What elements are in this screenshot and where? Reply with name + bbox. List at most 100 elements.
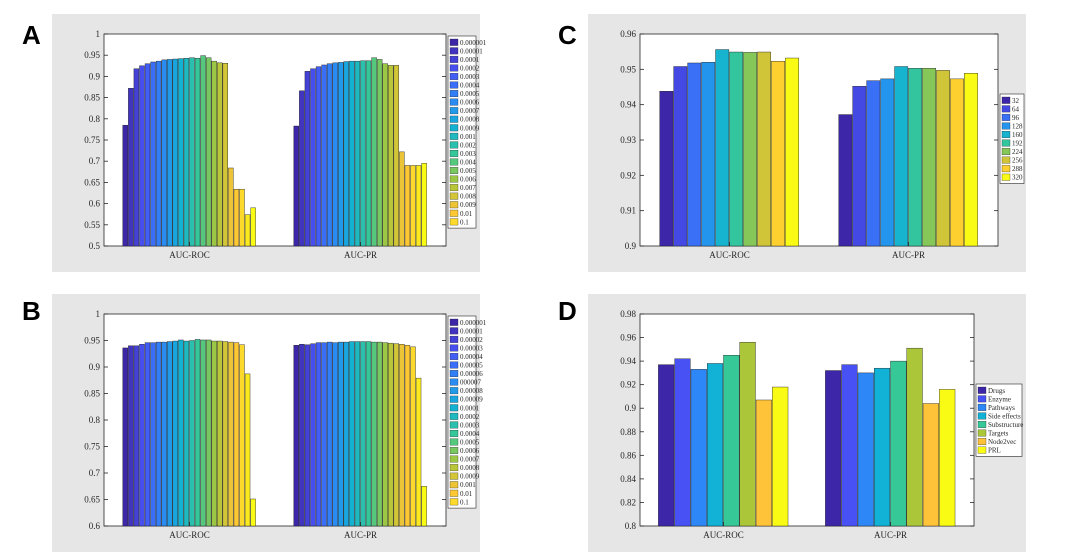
bar-a-0.006-auc-pr: [382, 63, 388, 247]
bar-a-0.1-auc-pr: [410, 165, 416, 247]
legend-swatch: [449, 421, 459, 429]
bar-b-0.0001-auc-pr: [349, 341, 355, 527]
x-tick-label: AUC-ROC: [703, 530, 744, 540]
bar-a-0.009-auc-roc: [228, 167, 234, 247]
bar-a-0.007-auc-roc: [217, 62, 223, 247]
legend-swatch: [1001, 165, 1011, 173]
y-tick-label: 0.5: [89, 241, 101, 251]
y-tick-label: 0.65: [84, 177, 100, 187]
legend-swatch: [1001, 105, 1011, 113]
bar-b-series-23-auc-roc: [244, 373, 251, 527]
legend-label: Node2vec: [988, 438, 1016, 446]
y-tick-label: 0.91: [620, 206, 636, 216]
bar-c-288-auc-roc: [771, 61, 785, 247]
legend-label: PRL: [988, 447, 1001, 455]
bar-d-Side effects-auc-pr: [874, 367, 891, 527]
bar-b-0.0006-auc-roc: [205, 339, 212, 527]
bar-b-0.00002-auc-pr: [304, 344, 311, 527]
y-tick-label: 1: [96, 309, 101, 319]
legend-swatch: [449, 438, 459, 446]
legend-swatch: [449, 73, 459, 80]
legend-label: 0.0003: [460, 73, 480, 81]
legend-swatch: [977, 386, 987, 394]
legend-label: 0.0009: [460, 473, 480, 481]
legend-swatch: [449, 158, 459, 166]
bar-a-0.005-auc-roc: [205, 57, 212, 247]
bar-b-0.0003-auc-pr: [360, 341, 366, 527]
bar-a-0.000001-auc-pr: [293, 125, 299, 247]
bar-d-Side effects-auc-roc: [707, 363, 724, 527]
bar-b-0.000001-auc-pr: [293, 345, 299, 527]
legend-label: 0.0001: [460, 404, 480, 412]
bar-b-0.000001-auc-roc: [122, 347, 128, 527]
legend-label: 0.1: [460, 218, 469, 226]
chart-c: 0.9 0.91 0.92 0.93 0.94 0.95 0.96 AUC-ROC AUC-PR…: [620, 29, 1025, 260]
bar-a-0.0004-auc-pr: [321, 64, 327, 247]
bar-b-0.0005-auc-roc: [200, 339, 206, 527]
bar-c-256-auc-pr: [936, 70, 950, 247]
legend-swatch: [449, 201, 459, 209]
bar-b-0.00001-auc-roc: [128, 345, 134, 527]
legend-swatch: [449, 404, 459, 412]
legend-label: 0.007: [460, 184, 476, 192]
legend-label: 0.0002: [460, 64, 480, 72]
x-tick-label: AUC-PR: [892, 250, 925, 260]
bar-b-0.0007-auc-roc: [211, 340, 217, 527]
y-tick-label: 0.8: [89, 114, 101, 124]
bar-d-Targets-auc-pr: [906, 347, 923, 527]
panel-letter-a: A: [22, 20, 41, 50]
y-tick-label: 0.9: [625, 403, 637, 413]
bar-b-0.00006-auc-pr: [326, 341, 333, 527]
legend-label: 0.0008: [460, 464, 480, 472]
y-tick-label: 0.92: [620, 170, 636, 180]
x-tick-label: AUC-PR: [344, 250, 377, 260]
bar-b-0.0007-auc-pr: [382, 342, 388, 527]
legend-label: 0.1: [460, 498, 469, 506]
legend-swatch: [1001, 139, 1011, 147]
bar-a-0.0007-auc-roc: [167, 59, 173, 247]
y-tick-label: 0.75: [84, 135, 100, 145]
y-tick-label: 0.9: [625, 241, 637, 251]
y-tick-label: 0.6: [89, 199, 101, 209]
bar-a-0.0006-auc-roc: [161, 59, 167, 247]
bar-b-0.00009-auc-pr: [343, 341, 349, 527]
legend-label: 256: [1012, 157, 1023, 165]
bar-b-0.0005-auc-pr: [371, 341, 377, 527]
bar-b-0.00008-auc-roc: [167, 341, 173, 527]
chart-b: 0.6 0.65 0.7 0.75 0.8 0.85 0.9 0.95 1 AUC-ROC AUC-…: [84, 309, 487, 540]
legend-label: 0.0005: [460, 438, 480, 446]
bar-a-0.00001-auc-roc: [128, 88, 134, 247]
bar-a-0.01-auc-roc: [233, 188, 240, 247]
bar-d-Pathways-auc-pr: [857, 372, 874, 527]
legend-swatch: [1001, 148, 1011, 156]
legend-label: 320: [1012, 174, 1023, 182]
bar-b-0.0004-auc-pr: [365, 341, 372, 527]
bar-c-320-auc-pr: [964, 73, 978, 247]
bar-d-PRL-auc-pr: [939, 389, 956, 527]
bar-b-0.0003-auc-roc: [189, 340, 195, 527]
legend-swatch: [449, 370, 459, 377]
bar-c-128-auc-pr: [880, 78, 895, 247]
legend-label: 96: [1012, 114, 1020, 122]
legend-label: 224: [1012, 148, 1023, 156]
bar-a-0.002-auc-pr: [360, 60, 366, 247]
legend-swatch: [449, 344, 459, 352]
bar-b-series-24-auc-pr: [421, 486, 427, 527]
legend-swatch: [977, 403, 987, 411]
y-tick-label: 0.9: [89, 71, 101, 81]
legend-swatch: [977, 421, 987, 428]
legend-label: 0.0006: [460, 99, 480, 107]
bar-b-0.00004-auc-pr: [315, 342, 322, 527]
bar-b-0.00008-auc-pr: [338, 341, 344, 527]
legend-a: 0.0000010.000010.00010.00020.00030.00040…: [447, 35, 487, 229]
legend-swatch: [449, 81, 459, 89]
bar-b-series-23-auc-pr: [415, 377, 422, 527]
legend-swatch: [449, 184, 459, 192]
y-tick-label: 0.94: [620, 356, 636, 366]
legend-swatch: [449, 218, 459, 226]
bar-a-0.00001-auc-pr: [299, 90, 305, 247]
legend-swatch: [449, 98, 459, 106]
x-tick-label: AUC-ROC: [169, 530, 210, 540]
